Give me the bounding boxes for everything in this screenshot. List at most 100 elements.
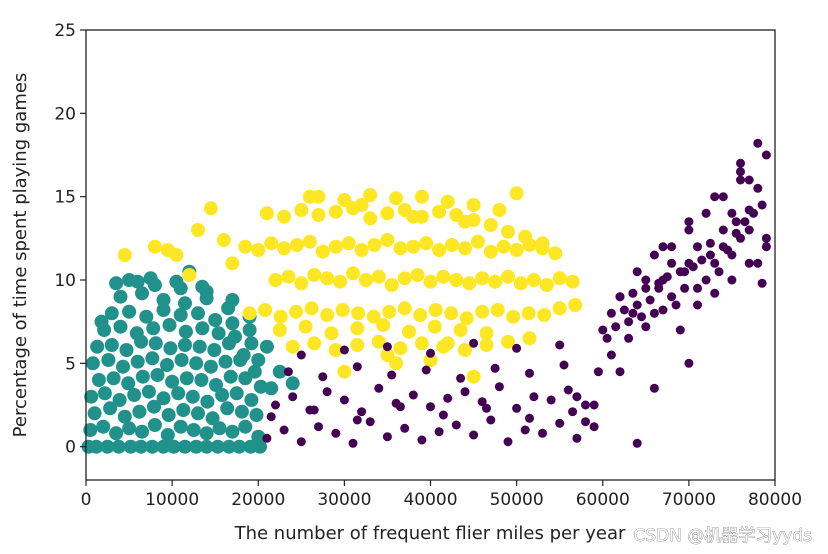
data-point-series-1 <box>216 233 231 247</box>
data-point-series-2 <box>761 233 771 243</box>
data-point-series-2 <box>693 283 702 293</box>
data-point-series-1 <box>328 204 343 219</box>
data-point-series-2 <box>684 225 694 235</box>
data-point-series-2 <box>525 368 534 378</box>
data-point-series-0 <box>225 316 240 331</box>
data-point-series-0 <box>209 378 223 392</box>
data-point-series-2 <box>262 433 272 443</box>
data-point-series-1 <box>169 248 184 262</box>
data-point-series-1 <box>304 301 319 316</box>
data-point-series-0 <box>91 373 106 387</box>
data-point-series-1 <box>328 343 343 357</box>
data-point-series-2 <box>477 397 487 407</box>
data-point-series-2 <box>512 403 522 413</box>
data-point-series-2 <box>615 292 625 302</box>
data-point-series-2 <box>451 420 461 430</box>
data-point-series-2 <box>701 208 711 218</box>
data-point-series-1 <box>363 188 378 202</box>
data-point-series-0 <box>218 354 233 369</box>
data-point-series-0 <box>150 368 165 382</box>
data-point-series-1 <box>466 198 481 212</box>
data-point-series-0 <box>189 356 204 371</box>
data-point-series-1 <box>475 271 490 286</box>
data-point-series-0 <box>244 336 259 351</box>
data-point-series-1 <box>294 276 309 291</box>
data-point-series-2 <box>279 425 289 435</box>
data-point-series-0 <box>220 401 235 416</box>
data-point-series-2 <box>744 258 754 268</box>
data-point-series-2 <box>395 402 405 412</box>
data-point-series-1 <box>268 273 283 287</box>
data-point-series-1 <box>492 203 507 217</box>
data-point-series-2 <box>671 300 681 310</box>
data-point-series-2 <box>331 428 341 438</box>
data-point-series-2 <box>757 278 767 288</box>
data-point-series-2 <box>271 400 280 410</box>
data-point-series-2 <box>761 242 771 252</box>
data-point-series-2 <box>714 267 724 277</box>
data-point-series-0 <box>83 423 98 437</box>
y-axis-ticks: 0 5 10 15 20 25 <box>54 21 86 458</box>
data-point-series-0 <box>160 428 175 442</box>
data-point-series-0 <box>165 374 180 389</box>
data-point-series-1 <box>307 336 322 351</box>
data-point-series-1 <box>315 244 330 259</box>
data-point-series-0 <box>222 439 236 454</box>
data-point-series-0 <box>129 326 144 341</box>
data-point-series-0 <box>89 439 104 454</box>
data-point-series-0 <box>194 373 209 387</box>
x-tick-label: 10000 <box>145 490 199 510</box>
data-point-series-2 <box>697 255 707 265</box>
data-point-series-0 <box>112 393 127 407</box>
data-point-series-1 <box>501 334 515 349</box>
data-point-series-0 <box>113 289 128 304</box>
data-point-series-0 <box>215 388 230 402</box>
data-point-series-0 <box>122 304 137 319</box>
data-point-series-1 <box>406 209 421 224</box>
data-point-series-2 <box>559 360 569 370</box>
data-point-series-1 <box>537 308 552 322</box>
data-point-series-0 <box>225 293 240 307</box>
data-point-series-0 <box>156 303 171 317</box>
data-point-series-1 <box>320 308 335 322</box>
data-point-series-2 <box>563 385 573 395</box>
x-tick-label: 0 <box>81 490 92 510</box>
data-point-series-1 <box>346 266 360 281</box>
data-point-series-1 <box>182 268 197 282</box>
data-point-series-2 <box>296 437 306 447</box>
data-point-series-2 <box>632 300 642 310</box>
data-point-series-2 <box>352 362 362 372</box>
data-point-series-0 <box>132 404 147 419</box>
data-point-series-0 <box>210 439 225 454</box>
data-point-series-0 <box>87 406 102 421</box>
data-point-series-2 <box>555 340 565 350</box>
data-point-series-2 <box>619 305 629 315</box>
data-point-series-1 <box>337 364 352 379</box>
data-point-series-1 <box>382 304 397 319</box>
data-point-series-2 <box>632 267 642 277</box>
data-point-series-0 <box>186 423 201 437</box>
data-point-series-0 <box>106 371 121 386</box>
data-point-series-2 <box>417 435 427 445</box>
data-point-series-0 <box>234 404 249 419</box>
data-point-series-1 <box>350 321 365 336</box>
data-point-series-1 <box>479 338 494 352</box>
data-point-series-2 <box>374 383 384 393</box>
data-point-series-0 <box>141 384 156 399</box>
data-point-series-1 <box>389 191 404 206</box>
x-tick-label: 50000 <box>490 490 544 510</box>
data-point-series-0 <box>139 309 154 324</box>
data-point-series-1 <box>337 193 352 207</box>
data-point-series-1 <box>294 203 309 217</box>
data-point-series-0 <box>249 408 264 422</box>
data-point-series-0 <box>116 359 130 374</box>
data-point-series-2 <box>761 150 771 160</box>
data-point-series-2 <box>589 400 599 410</box>
data-point-series-0 <box>178 296 192 311</box>
data-point-series-2 <box>593 367 603 377</box>
data-point-series-0 <box>169 274 184 289</box>
data-point-series-2 <box>520 425 530 435</box>
data-point-series-0 <box>104 338 119 352</box>
data-point-series-0 <box>259 339 274 354</box>
data-point-series-1 <box>462 276 477 291</box>
